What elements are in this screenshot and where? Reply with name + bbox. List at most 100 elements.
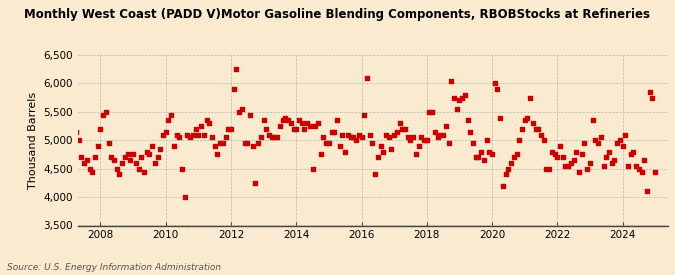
Point (318, 135, 329, 140)
Point (503, 166, 514, 171)
Point (435, 132, 446, 137)
Point (259, 118, 269, 123)
Point (152, 155, 163, 160)
Point (555, 144, 566, 148)
Point (252, 141, 263, 145)
Point (133, 166, 144, 171)
Point (541, 166, 552, 171)
Point (92, 144, 103, 148)
Point (217, 141, 228, 145)
Point (598, 164, 609, 168)
Point (277, 118, 288, 123)
Point (370, 172, 381, 177)
Point (535, 132, 546, 137)
Point (563, 164, 574, 168)
Point (90, 155, 101, 160)
Point (242, 141, 252, 145)
Point (470, 155, 481, 160)
Point (275, 124, 286, 128)
Point (239, 141, 250, 145)
Point (201, 118, 212, 123)
Point (446, 78, 457, 83)
Point (443, 141, 454, 145)
Point (413, 144, 424, 148)
Point (400, 127, 410, 131)
Point (76, 155, 87, 160)
Point (302, 121, 313, 125)
Point (620, 132, 630, 137)
Point (440, 124, 451, 128)
Point (479, 158, 489, 162)
Point (362, 76, 373, 80)
Point (625, 152, 636, 157)
Point (234, 110, 244, 114)
Point (231, 67, 242, 72)
Point (405, 138, 416, 142)
Point (449, 95, 460, 100)
Point (188, 132, 198, 137)
Point (418, 138, 429, 142)
Point (250, 181, 261, 185)
Point (394, 121, 405, 125)
Point (617, 144, 628, 148)
Point (460, 93, 470, 97)
Point (495, 115, 506, 120)
Point (481, 138, 492, 142)
Point (650, 169, 661, 174)
Point (209, 144, 220, 148)
Point (628, 149, 639, 154)
Point (622, 164, 633, 168)
Point (601, 155, 612, 160)
Point (437, 132, 448, 137)
Point (220, 135, 231, 140)
Point (579, 141, 590, 145)
Point (533, 127, 543, 131)
Point (424, 110, 435, 114)
Point (342, 132, 353, 137)
Point (136, 155, 146, 160)
Point (111, 166, 122, 171)
Point (101, 110, 111, 114)
Point (180, 195, 190, 199)
Point (315, 152, 326, 157)
Point (421, 138, 432, 142)
Point (524, 95, 535, 100)
Point (198, 132, 209, 137)
Point (331, 118, 342, 123)
Point (82, 158, 92, 162)
Point (264, 132, 275, 137)
Point (468, 141, 479, 145)
Point (304, 124, 315, 128)
Point (95, 127, 106, 131)
Point (359, 112, 370, 117)
Point (109, 158, 119, 162)
Point (323, 141, 334, 145)
Point (296, 121, 307, 125)
Point (389, 132, 400, 137)
Point (427, 110, 437, 114)
Text: Monthly West Coast (PADD V)Motor Gasoline Blending Components, RBOBStocks at Ref: Monthly West Coast (PADD V)Motor Gasolin… (24, 8, 651, 21)
Point (351, 138, 362, 142)
Point (484, 149, 495, 154)
Point (378, 149, 389, 154)
Point (185, 135, 196, 140)
Point (283, 118, 294, 123)
Point (119, 155, 130, 160)
Point (500, 172, 511, 177)
Point (340, 149, 350, 154)
Point (130, 161, 141, 165)
Point (169, 144, 180, 148)
Point (128, 152, 138, 157)
Point (416, 135, 427, 140)
Point (558, 155, 568, 160)
Point (149, 161, 160, 165)
Point (383, 135, 394, 140)
Point (166, 112, 177, 117)
Point (489, 81, 500, 86)
Point (452, 107, 462, 111)
Point (155, 147, 165, 151)
Point (144, 152, 155, 157)
Point (223, 127, 234, 131)
Point (544, 166, 555, 171)
Point (595, 135, 606, 140)
